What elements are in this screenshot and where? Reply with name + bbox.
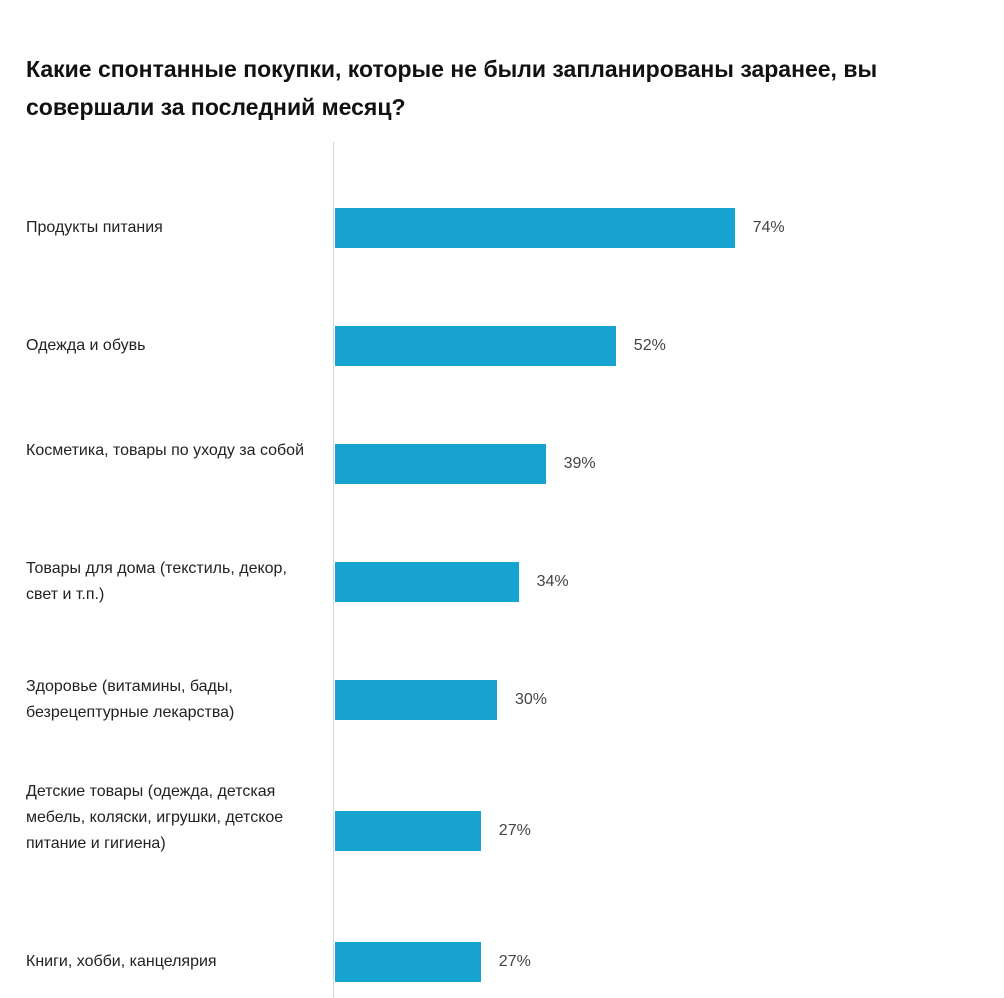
category-label: Товары для дома (текстиль, декор, свет и… — [26, 560, 287, 603]
category-label: Одежда и обувь — [26, 337, 146, 354]
chart-title: Какие спонтанные покупки, которые не был… — [26, 56, 878, 120]
bar — [335, 444, 546, 484]
value-label: 30% — [515, 691, 548, 708]
value-label: 74% — [752, 219, 785, 236]
value-label: 52% — [633, 337, 666, 354]
category-label: Детские товары (одежда, детская мебель, … — [26, 783, 284, 852]
category-axis-line — [333, 142, 334, 998]
value-label: 27% — [498, 822, 531, 839]
bar — [335, 942, 481, 982]
category-label: Продукты питания — [26, 219, 163, 236]
category-label: Книги, хобби, канцелярия — [26, 953, 217, 970]
value-label: 34% — [536, 573, 569, 590]
bar — [335, 811, 481, 851]
bar — [335, 326, 616, 366]
value-label: 27% — [498, 953, 531, 970]
bar — [335, 680, 497, 720]
bar — [335, 562, 519, 602]
category-label: Здоровье (витамины, бады, безрецептурные… — [26, 678, 235, 721]
value-label: 39% — [563, 455, 596, 472]
category-label: Косметика, товары по уходу за собой — [26, 442, 305, 459]
bar — [335, 208, 735, 248]
